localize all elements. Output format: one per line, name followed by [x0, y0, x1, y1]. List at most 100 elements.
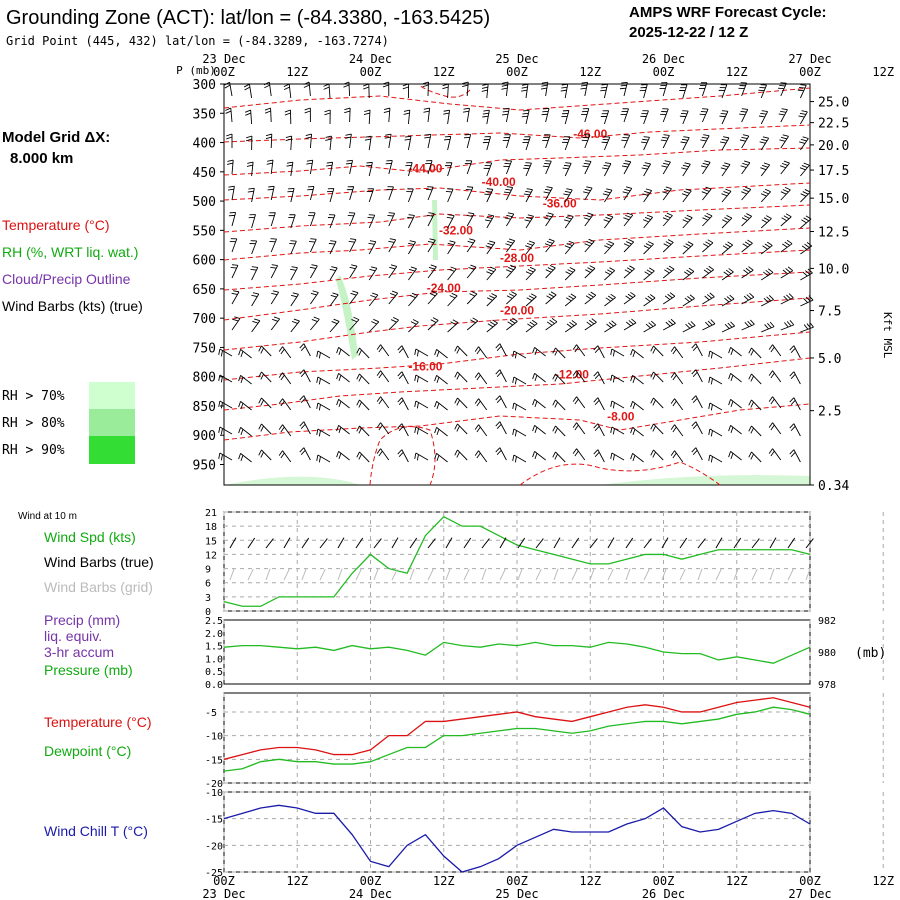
wind-barb: [218, 400, 233, 409]
temperature-panel: -5 -10 -15 -20: [205, 692, 884, 790]
model-grid-value: 8.000 km: [10, 150, 73, 167]
wind-barb: [542, 160, 552, 175]
wind-barb: [495, 421, 507, 435]
wind-barb: [721, 241, 734, 255]
wind-barb: [523, 188, 533, 203]
wind-barb: [789, 345, 801, 359]
cross-section-frame: [223, 83, 811, 486]
wind-barb-true: [805, 538, 814, 549]
wind-barb: [264, 107, 272, 123]
wind-barb: [604, 293, 616, 307]
wind-barb: [748, 347, 762, 359]
wind-barb: [231, 290, 240, 305]
wind-barb: [376, 370, 390, 383]
wind-barb: [662, 318, 676, 331]
wind-barb: [303, 81, 311, 97]
top-day-label: 25 Dec: [495, 52, 538, 66]
wind-barb: [504, 186, 514, 201]
rh-shade-column-2: [432, 200, 438, 260]
wind-barb-true: [625, 537, 634, 549]
wind-barb: [386, 186, 394, 201]
wind-barb: [363, 109, 371, 125]
wind-barb: [397, 371, 409, 385]
wind-barb: [583, 186, 593, 201]
temperature-contour: [223, 182, 811, 201]
wind-barb: [758, 84, 767, 99]
precip-pressure-panel: 0.0 0.5 1.01.5 2.0 2.5 982 980 978 (mb): [205, 616, 886, 691]
temperature-contour: [419, 85, 471, 98]
wind-barb-true: [661, 537, 669, 549]
wind-barb-grid: [625, 568, 631, 581]
wind-barb-grid: [373, 568, 379, 581]
pressure-tick-label: 850: [193, 400, 216, 415]
wind-barb: [327, 214, 336, 229]
value-tick-label: -20: [205, 841, 223, 852]
wind-barb: [512, 454, 527, 463]
wind-barb: [230, 264, 239, 279]
wind-barb: [662, 292, 676, 305]
wind-barb: [408, 292, 418, 307]
wind-barb: [741, 292, 755, 305]
wind-barb: [278, 424, 292, 437]
wind-barb: [336, 425, 350, 435]
wind-barb: [572, 370, 586, 383]
wind-barb: [728, 451, 742, 461]
wind-barb-true: [319, 538, 328, 549]
wind-barb: [506, 264, 517, 279]
legend-sfc-temperature: Temperature (°C): [44, 714, 152, 730]
wind-barb: [630, 427, 644, 437]
wind-barb: [316, 454, 331, 463]
temperature-contour-label: -46.00: [573, 127, 607, 141]
wind-barb: [304, 107, 311, 123]
wind-barb: [246, 161, 254, 177]
wind-barb: [447, 319, 459, 333]
top-day-label: 27 Dec: [788, 52, 831, 66]
wind-barb: [414, 452, 429, 461]
wind-barb: [600, 110, 610, 125]
wind-barb: [780, 213, 792, 227]
wind-barb: [760, 215, 772, 229]
wind-barb: [525, 240, 535, 255]
wind-barb: [698, 82, 708, 97]
pressure-tick-label: 300: [193, 78, 216, 93]
wind-barb: [414, 374, 429, 383]
wind-barb: [680, 136, 690, 151]
pressure-unit-label: (mb): [855, 646, 886, 661]
wind-barb: [349, 290, 359, 305]
wind-barb: [561, 110, 570, 125]
wind-barb: [434, 427, 448, 437]
wind-barb: [226, 133, 233, 148]
wind-barb: [560, 83, 569, 99]
wind-barb: [483, 162, 493, 177]
temperature-contour: [223, 297, 811, 351]
wind-barb: [349, 316, 360, 331]
temperature-contour: [223, 403, 811, 441]
height-tick-label: 0.34: [818, 479, 849, 494]
wind-barb: [309, 264, 318, 279]
wind-barb: [403, 109, 411, 125]
wind-barbs-layer: [218, 81, 814, 463]
forecast-cycle-value: 2025-12-22 / 12 Z: [629, 24, 748, 41]
wind-barb: [466, 291, 478, 305]
wind-barb: [512, 428, 527, 437]
wind-barb: [780, 239, 793, 253]
wind-barb: [443, 109, 451, 125]
wind-barb: [229, 238, 238, 253]
wind-barb-true: [355, 537, 364, 549]
wind-barb: [465, 186, 474, 201]
wind-barb: [290, 318, 300, 333]
pressure-tick-label: 700: [193, 312, 216, 327]
wind-barb-true: [301, 537, 310, 549]
wind-barb: [397, 345, 409, 359]
wind-barb: [768, 344, 782, 357]
wind-barb: [708, 350, 723, 359]
wind-barb: [739, 134, 750, 149]
temperature-contour-label: -40.00: [482, 175, 516, 189]
value-tick-label: 0.5: [205, 667, 223, 678]
wind-barb: [552, 451, 566, 463]
wind-barb: [643, 320, 657, 333]
temperature-contour-label: -28.00: [500, 251, 534, 265]
wind-barb-true: [679, 537, 688, 549]
wind-barb: [552, 347, 566, 359]
wind-barb-grid: [697, 568, 703, 581]
